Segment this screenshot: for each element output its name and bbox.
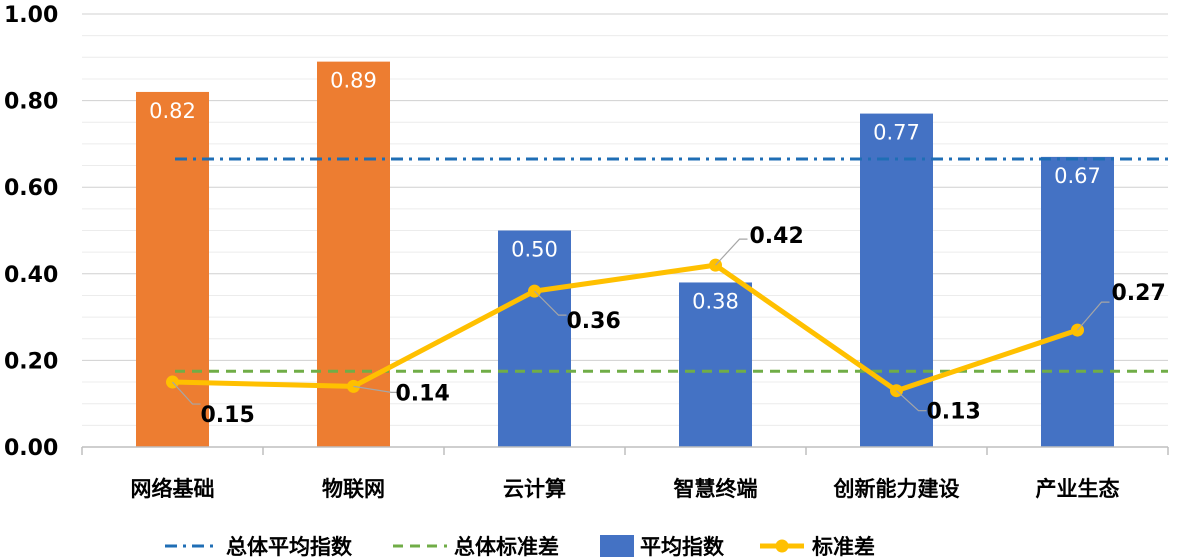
sd-label-leader [172, 381, 201, 405]
legend-swatch-sd-marker [775, 539, 789, 553]
y-tick-label: 0.80 [4, 90, 58, 115]
sd-series-line [172, 262, 1079, 394]
x-category-label: 网络基础 [131, 477, 215, 501]
y-tick-label: 0.00 [4, 436, 58, 461]
sd-label-leader [534, 290, 567, 316]
sd-value-label: 0.42 [750, 224, 804, 249]
bar-value-label: 0.67 [1054, 164, 1101, 188]
x-axis: 网络基础 物联网 云计算 智慧终端 创新能力建设 产业生态 [81, 446, 1169, 501]
legend-label: 总体标准差 [454, 535, 559, 559]
gridlines [82, 13, 1168, 426]
legend-swatch-average-index [600, 535, 634, 557]
bar-value-label: 0.38 [692, 289, 739, 313]
bar-value-label: 0.89 [330, 69, 377, 93]
bar-value-label: 0.50 [511, 238, 558, 262]
reference-lines [175, 157, 1168, 373]
sd-label-leader [353, 385, 400, 393]
legend-label: 标准差 [812, 535, 875, 559]
sd-value-label: 0.14 [396, 381, 450, 406]
y-tick-label: 1.00 [4, 3, 58, 28]
y-tick-label: 0.60 [4, 176, 58, 201]
sd-value-label: 0.13 [927, 400, 981, 425]
bars [136, 61, 1114, 447]
sd-labels: 0.15 0.14 0.36 0.42 0.13 0.27 [172, 224, 1166, 428]
bar-value-label: 0.77 [873, 121, 920, 145]
bar [136, 91, 209, 447]
sd-value-label: 0.15 [201, 403, 255, 428]
bar [679, 282, 752, 447]
bar [498, 230, 571, 447]
legend-label: 平均指数 [640, 535, 725, 559]
x-category-label: 智慧终端 [674, 477, 758, 501]
sd-value-label: 0.27 [1112, 281, 1166, 306]
legend: 总体平均指数 总体标准差 平均指数 标准差 [165, 535, 875, 559]
sd-label-leader [715, 238, 748, 266]
legend-label: 总体平均指数 [226, 535, 353, 559]
y-tick-label: 0.40 [4, 263, 58, 288]
bar-labels: 0.82 0.89 0.50 0.38 0.77 0.67 [149, 69, 1101, 314]
sd-value-label: 0.36 [567, 309, 621, 334]
x-category-label: 物联网 [322, 477, 385, 501]
sd-line [166, 258, 1084, 398]
x-category-label: 云计算 [503, 477, 566, 501]
sd-label-leader [896, 390, 927, 412]
x-category-label: 产业生态 [1036, 477, 1120, 501]
y-tick-label: 0.20 [4, 349, 58, 374]
bar-value-label: 0.82 [149, 99, 196, 123]
y-axis-ticks: 0.00 0.20 0.40 0.60 0.80 1.00 [4, 3, 58, 461]
sd-label-leader [1077, 301, 1110, 331]
x-category-label: 创新能力建设 [833, 477, 960, 501]
